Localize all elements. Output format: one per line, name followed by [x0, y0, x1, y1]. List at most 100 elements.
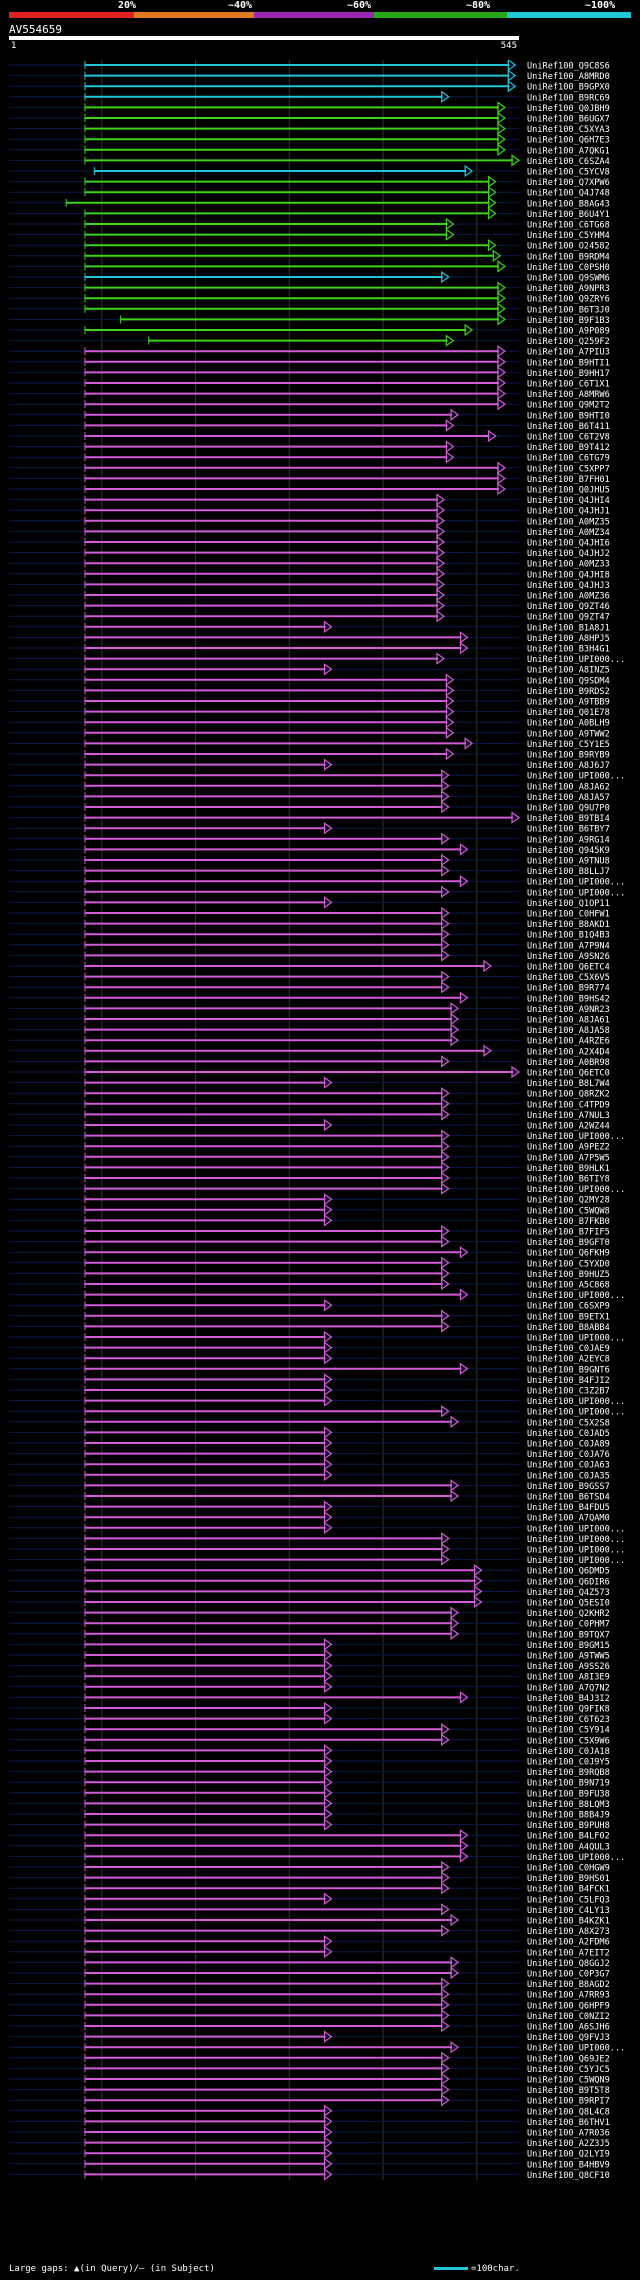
- hit-label[interactable]: UniRef100_B9N719: [527, 1779, 610, 1789]
- hit-label[interactable]: UniRef100_B8B4J9: [527, 1811, 610, 1821]
- alignment-hit[interactable]: UniRef100_A2FDM6: [9, 1935, 610, 1948]
- alignment-hit[interactable]: UniRef100_C5LFQ3: [9, 1892, 610, 1906]
- alignment-hit[interactable]: UniRef100_C5X6V5: [9, 970, 610, 984]
- alignment-hit[interactable]: UniRef100_B6T3J0: [9, 302, 610, 316]
- hit-label[interactable]: UniRef100_Q2LYI9: [527, 2150, 610, 2160]
- alignment-hit[interactable]: UniRef100_Q6ETC4: [9, 959, 610, 973]
- alignment-hit[interactable]: UniRef100_C4LY13: [9, 1903, 610, 1916]
- alignment-hit[interactable]: UniRef100_C6SXP9: [9, 1299, 610, 1312]
- alignment-hit[interactable]: UniRef100_B9HH17: [9, 366, 610, 379]
- alignment-hit[interactable]: UniRef100_Q4JHJ1: [9, 504, 610, 517]
- alignment-hit[interactable]: UniRef100_A8JA61: [9, 1012, 610, 1026]
- alignment-hit[interactable]: UniRef100_A7RR93: [9, 1988, 610, 2001]
- hit-label[interactable]: UniRef100_B8AGD2: [527, 1980, 610, 1990]
- alignment-hit[interactable]: UniRef100_A7QKG1: [9, 143, 610, 157]
- alignment-hit[interactable]: UniRef100_B9HS01: [9, 1871, 610, 1885]
- alignment-hit[interactable]: UniRef100_A8I3E9: [9, 1670, 610, 1683]
- hit-label[interactable]: UniRef100_B6TSD4: [527, 1493, 610, 1503]
- hit-label[interactable]: UniRef100_A9PEZ2: [527, 1143, 610, 1153]
- hit-label[interactable]: UniRef100_B6T411: [527, 422, 610, 432]
- alignment-hit[interactable]: UniRef100_Q2KHR2: [9, 1606, 610, 1620]
- alignment-hit[interactable]: UniRef100_B9HTI0: [9, 408, 610, 422]
- hit-label[interactable]: UniRef100_Q6H7E3: [527, 136, 610, 146]
- alignment-hit[interactable]: UniRef100_A0MZ35: [9, 514, 610, 528]
- alignment-hit[interactable]: UniRef100_B6TSD4: [9, 1489, 610, 1503]
- hit-label[interactable]: UniRef100_C4TPD9: [527, 1100, 610, 1110]
- hit-label[interactable]: UniRef100_C5X6V5: [527, 973, 610, 983]
- alignment-hit[interactable]: UniRef100_B1A8J1: [9, 620, 610, 634]
- alignment-hit[interactable]: UniRef100_C5X2S8: [9, 1415, 610, 1429]
- hit-label[interactable]: UniRef100_Q9FVJ3: [527, 2033, 610, 2043]
- hit-label[interactable]: UniRef100_A8JA62: [527, 782, 610, 792]
- hit-label[interactable]: UniRef100_A9P089: [527, 327, 610, 337]
- hit-label[interactable]: UniRef100_A8I3E9: [527, 1673, 610, 1683]
- alignment-hit[interactable]: UniRef100_UPI000...: [9, 1850, 625, 1863]
- alignment-hit[interactable]: UniRef100_B4J3I2: [9, 1691, 610, 1704]
- hit-label[interactable]: UniRef100_UPI000...: [527, 1291, 625, 1301]
- hit-label[interactable]: UniRef100_B9F1B3: [527, 316, 610, 326]
- hit-label[interactable]: UniRef100_Q945K9: [527, 846, 610, 856]
- hit-label[interactable]: UniRef100_Q9FIK8: [527, 1705, 610, 1715]
- alignment-hit[interactable]: UniRef100_C5Y1E5: [9, 737, 610, 750]
- alignment-hit[interactable]: UniRef100_Q6ETC0: [9, 1065, 610, 1079]
- hit-label[interactable]: UniRef100_C4LY13: [527, 1906, 610, 1916]
- hit-label[interactable]: UniRef100_A9TNU8: [527, 857, 610, 867]
- hit-label[interactable]: UniRef100_A7NUL3: [527, 1111, 610, 1121]
- hit-label[interactable]: UniRef100_O24582: [527, 242, 610, 252]
- alignment-hit[interactable]: UniRef100_Q9M2T2: [9, 398, 610, 411]
- hit-label[interactable]: UniRef100_B4KZK1: [527, 1917, 610, 1927]
- alignment-hit[interactable]: UniRef100_A7Q7N2: [9, 1680, 610, 1694]
- hit-label[interactable]: UniRef100_A7RR93: [527, 1991, 610, 2001]
- alignment-hit[interactable]: UniRef100_C0JA18: [9, 1744, 610, 1757]
- hit-label[interactable]: UniRef100_A2X4D4: [527, 1047, 610, 1057]
- alignment-hit[interactable]: UniRef100_C3Z2B7: [9, 1383, 610, 1397]
- alignment-hit[interactable]: UniRef100_Q9FIK8: [9, 1701, 610, 1715]
- alignment-hit[interactable]: UniRef100_C0JA35: [9, 1468, 610, 1482]
- alignment-hit[interactable]: UniRef100_Q6DIR6: [9, 1574, 610, 1588]
- alignment-hit[interactable]: UniRef100_C0JA89: [9, 1436, 610, 1450]
- hit-label[interactable]: UniRef100_B6TIY8: [527, 1175, 610, 1185]
- hit-label[interactable]: UniRef100_UPI000...: [527, 1185, 625, 1195]
- hit-label[interactable]: UniRef100_B9RDM4: [527, 252, 610, 262]
- alignment-hit[interactable]: UniRef100_C0JAD5: [9, 1426, 610, 1439]
- hit-label[interactable]: UniRef100_A0MZ33: [527, 560, 610, 570]
- hit-label[interactable]: UniRef100_C5LFQ3: [527, 1895, 610, 1905]
- hit-label[interactable]: UniRef100_B6TBY7: [527, 825, 610, 835]
- hit-label[interactable]: UniRef100_A9TWW5: [527, 1652, 610, 1662]
- hit-label[interactable]: UniRef100_Q8CF10: [527, 2171, 610, 2181]
- alignment-hit[interactable]: UniRef100_A8INZ5: [9, 663, 610, 676]
- hit-label[interactable]: UniRef100_A9SS26: [527, 1662, 610, 1672]
- alignment-hit[interactable]: UniRef100_Q8RZK2: [9, 1087, 610, 1100]
- hit-label[interactable]: UniRef100_C0PSH0: [527, 263, 610, 273]
- hit-label[interactable]: UniRef100_UPI000...: [527, 1853, 625, 1863]
- alignment-hit[interactable]: UniRef100_B9HUZ5: [9, 1267, 610, 1280]
- hit-label[interactable]: UniRef100_B8AG43: [527, 199, 610, 209]
- alignment-hit[interactable]: UniRef100_A7P9N4: [9, 938, 610, 952]
- hit-label[interactable]: UniRef100_B8ABB4: [527, 1323, 610, 1333]
- alignment-hit[interactable]: UniRef100_B4FCK1: [9, 1882, 610, 1895]
- alignment-hit[interactable]: UniRef100_B9HS42: [9, 991, 610, 1005]
- hit-label[interactable]: UniRef100_C0JA89: [527, 1440, 610, 1450]
- hit-label[interactable]: UniRef100_Q4JHI6: [527, 539, 610, 549]
- hit-label[interactable]: UniRef100_A9TWW2: [527, 729, 610, 739]
- hit-label[interactable]: UniRef100_B3H4G1: [527, 645, 610, 655]
- alignment-hit[interactable]: UniRef100_A9TBB9: [9, 694, 610, 708]
- alignment-hit[interactable]: UniRef100_C0HGW9: [9, 1860, 610, 1874]
- hit-label[interactable]: UniRef100_B7FH01: [527, 475, 610, 485]
- alignment-hit[interactable]: UniRef100_C6T2V8: [9, 429, 610, 443]
- alignment-hit[interactable]: UniRef100_C0PSH0: [9, 260, 610, 273]
- alignment-hit[interactable]: UniRef100_Q6H7E3: [9, 133, 610, 146]
- alignment-hit[interactable]: UniRef100_A4QUL3: [9, 1839, 610, 1853]
- hit-label[interactable]: UniRef100_Q4JHJ3: [527, 581, 610, 591]
- alignment-hit[interactable]: UniRef100_C0JAE9: [9, 1341, 610, 1355]
- hit-label[interactable]: UniRef100_Q6DMD5: [527, 1567, 610, 1577]
- hit-label[interactable]: UniRef100_UPI000...: [527, 1132, 625, 1142]
- alignment-hit[interactable]: UniRef100_C5WQW8: [9, 1203, 610, 1217]
- hit-label[interactable]: UniRef100_B9PUH8: [527, 1821, 610, 1831]
- alignment-hit[interactable]: UniRef100_A7QAM0: [9, 1511, 610, 1524]
- hit-label[interactable]: UniRef100_B9HS01: [527, 1874, 610, 1884]
- alignment-hit[interactable]: UniRef100_B9ETX1: [9, 1309, 610, 1323]
- hit-label[interactable]: UniRef100_B9GSS7: [527, 1482, 610, 1492]
- alignment-hit[interactable]: UniRef100_A8J6J7: [9, 758, 610, 772]
- alignment-hit[interactable]: UniRef100_A9PEZ2: [9, 1140, 610, 1153]
